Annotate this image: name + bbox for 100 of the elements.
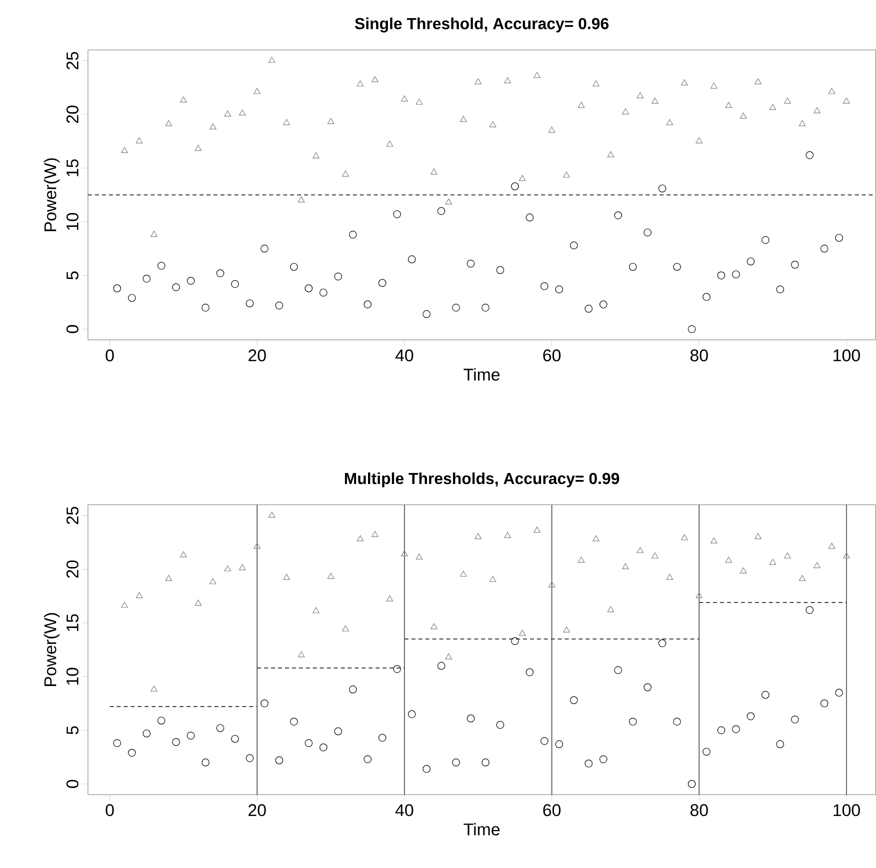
point (762, 236, 770, 244)
point (422, 765, 430, 773)
point (702, 293, 710, 301)
point (732, 270, 740, 278)
point (275, 756, 284, 764)
point (784, 552, 791, 559)
point (710, 538, 718, 544)
point (540, 737, 548, 746)
point (372, 531, 378, 538)
point (791, 716, 799, 724)
point (180, 552, 187, 558)
point (673, 263, 681, 271)
point (224, 110, 232, 117)
point (180, 96, 187, 103)
point (460, 570, 467, 577)
point (445, 654, 452, 660)
point (268, 512, 276, 518)
point (136, 592, 143, 598)
point (644, 684, 652, 692)
point (254, 542, 261, 549)
y-tick-label: 20 (66, 106, 78, 124)
point (518, 630, 526, 636)
point (762, 691, 770, 699)
point (534, 526, 540, 533)
point (496, 721, 504, 729)
point (570, 242, 578, 250)
point (386, 140, 394, 147)
point (452, 758, 460, 767)
point (238, 564, 246, 570)
y-tick-label: 0 (66, 325, 78, 334)
point (628, 263, 637, 271)
point (437, 207, 446, 216)
point (378, 279, 386, 288)
point (555, 286, 564, 294)
point (702, 748, 710, 756)
point (474, 533, 482, 540)
point (186, 732, 195, 740)
point (260, 244, 268, 253)
point (578, 102, 585, 108)
point (628, 718, 637, 726)
point (548, 582, 556, 588)
point (157, 716, 166, 725)
point (658, 640, 666, 648)
point (769, 104, 776, 110)
point (534, 72, 540, 78)
point (408, 256, 416, 264)
point (372, 76, 378, 82)
point (224, 565, 232, 572)
point (526, 668, 534, 676)
point (555, 740, 564, 748)
point (283, 574, 290, 580)
point (113, 284, 122, 292)
point (776, 740, 784, 748)
point (754, 78, 762, 84)
point (607, 606, 614, 612)
point (452, 304, 460, 312)
x-tick-label: 0 (106, 804, 114, 816)
x-tick-label: 40 (395, 350, 414, 362)
point (342, 170, 349, 177)
y-axis-title: Power(W) (44, 158, 60, 232)
point (290, 718, 298, 726)
point (298, 651, 305, 658)
point (798, 575, 806, 582)
point (482, 304, 490, 312)
point (835, 688, 844, 697)
point (238, 110, 246, 116)
point (548, 126, 556, 133)
point (283, 119, 290, 126)
point (622, 563, 629, 570)
point (688, 780, 696, 788)
y-tick-label: 10 (66, 668, 78, 685)
point (666, 574, 674, 580)
point (798, 120, 806, 126)
x-tick-label: 40 (395, 804, 414, 816)
point (791, 260, 799, 269)
x-tick-label: 20 (248, 804, 266, 816)
point (570, 696, 578, 704)
point (150, 686, 158, 692)
y-tick-label: 5 (66, 726, 78, 734)
point (275, 302, 284, 310)
point (231, 735, 239, 743)
point (128, 749, 136, 757)
point (717, 726, 726, 734)
point (740, 112, 747, 119)
point (814, 562, 820, 568)
point (496, 266, 504, 274)
x-tick-label: 80 (690, 804, 708, 816)
point (599, 756, 608, 764)
point (150, 230, 158, 237)
point (518, 175, 526, 182)
x-tick-label: 20 (248, 350, 266, 362)
point (364, 300, 372, 308)
point (466, 714, 475, 723)
point (186, 277, 195, 285)
point (784, 98, 791, 104)
point (356, 80, 364, 87)
point (172, 738, 180, 746)
point (142, 730, 151, 738)
y-tick-label: 15 (66, 614, 78, 632)
point (652, 98, 658, 104)
